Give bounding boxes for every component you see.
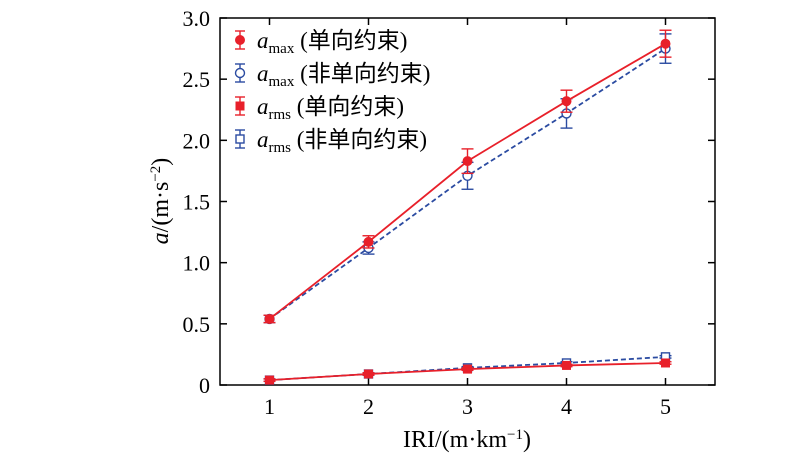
y-tick-label: 0.5	[183, 312, 211, 337]
y-tick-label: 2.0	[183, 128, 211, 153]
legend-label: amax (单向约束)	[257, 28, 407, 57]
series-0	[263, 29, 672, 324]
legend-label: arms (非单向约束)	[257, 127, 427, 156]
data-point	[235, 101, 245, 111]
y-tick-label: 1.5	[183, 190, 211, 215]
x-axis-label: IRI/(m·km−1)	[403, 427, 531, 453]
data-point	[462, 156, 473, 167]
data-point	[363, 236, 374, 247]
legend-label: arms (单向约束)	[257, 94, 404, 123]
legend: amax (单向约束) amax (非单向约束) arms (单向约束) arms (…	[234, 28, 430, 156]
legend-item-3: arms (非单向约束)	[235, 127, 427, 156]
axis-ticks: 1 2 3 4 5 0 0.5 1.0 1.5 2.0 2.5 3.0	[183, 6, 715, 419]
series-2	[263, 358, 672, 385]
y-tick-label: 2.5	[183, 67, 211, 92]
data-point	[234, 67, 246, 79]
data-point	[235, 134, 245, 144]
y-tick-label: 1.0	[183, 251, 211, 276]
data-point	[561, 96, 572, 107]
x-tick-label: 3	[462, 394, 473, 419]
data-point	[463, 364, 472, 374]
data-point	[264, 313, 275, 324]
y-tick-label: 0	[199, 373, 210, 398]
x-tick-label: 2	[363, 394, 374, 419]
x-tick-label: 1	[264, 394, 275, 419]
legend-item-2: arms (单向约束)	[235, 94, 404, 123]
legend-label: amax (非单向约束)	[257, 61, 430, 90]
data-point	[660, 38, 671, 49]
data-point	[661, 358, 670, 368]
legend-item-0: amax (单向约束)	[235, 28, 407, 57]
data-point	[235, 35, 245, 45]
x-tick-label: 4	[561, 394, 572, 419]
data-point	[265, 375, 274, 385]
series-layer	[263, 29, 672, 385]
y-axis-label: a/(m·s−2)	[148, 158, 174, 245]
legend-item-1: amax (非单向约束)	[234, 61, 430, 90]
x-tick-label: 5	[660, 394, 671, 419]
data-point	[364, 369, 373, 379]
y-tick-label: 3.0	[183, 6, 211, 31]
data-point	[562, 360, 571, 370]
